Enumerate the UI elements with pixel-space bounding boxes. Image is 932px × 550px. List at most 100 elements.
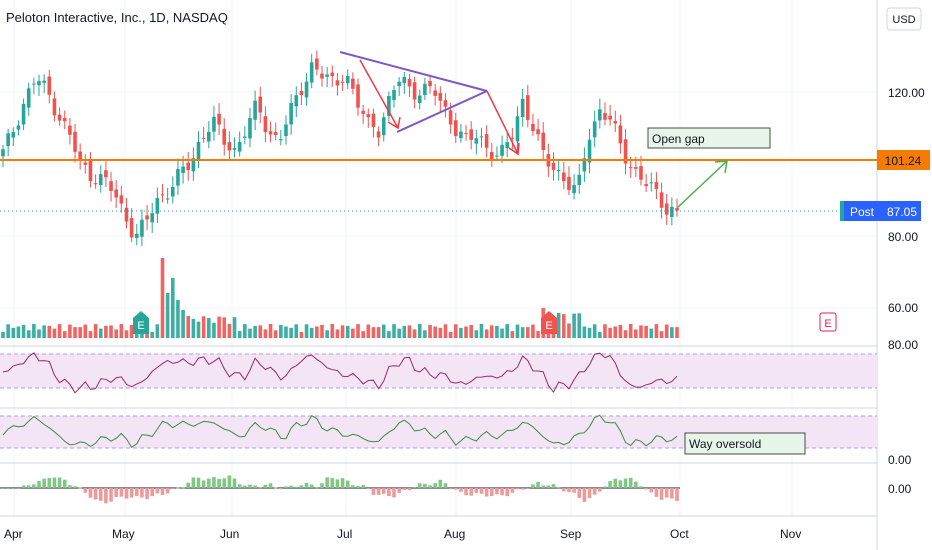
volume-bar [392,324,396,338]
macd-bar [361,485,365,488]
volume-bar [232,317,237,338]
level-price-label: 101.24 [877,150,930,170]
candle-body [47,76,52,95]
macd-bar [628,477,633,488]
candle-body [21,103,26,125]
candle-body [191,158,196,172]
volume-bar [402,325,407,338]
candle-body [248,118,252,139]
candle-body [402,76,407,84]
volume-bar [227,323,232,338]
candle-body [500,144,504,156]
earnings-marker-upcoming[interactable]: E [819,312,837,332]
volume-bar [577,313,582,338]
candle-body [577,174,582,186]
volume-bar [428,324,432,338]
macd-bar [608,481,612,488]
macd-bar [62,479,67,488]
candle-body [412,82,417,100]
macd-bar [381,488,386,494]
candle-body [479,136,484,138]
candle-body [366,114,371,118]
candle-body [628,167,633,169]
volume-bar [479,324,484,338]
macd-bar [258,487,263,489]
volume-bar [129,324,134,338]
macd-bar [186,482,191,488]
volume-bar [11,327,16,338]
volume-bar [381,324,386,338]
volume-bar [73,327,77,338]
candle-body [525,95,530,120]
macd-bar [397,488,401,493]
volume-bar [536,331,540,338]
candle-body [284,124,288,136]
candle-body [263,116,268,133]
time-tick-nov: Nov [780,527,801,541]
candle-body [325,74,329,77]
volume-bar [371,327,376,338]
macd-bar [562,488,566,492]
candle-body [104,170,108,178]
earnings-marker-may[interactable]: E [133,311,149,334]
candle-body [335,80,340,86]
candle-body [443,100,448,107]
volume-bar [670,327,674,338]
volume-bar [351,328,355,338]
candle-body [73,131,77,152]
volume-bar [217,316,221,338]
candle-body [464,133,468,135]
macd-bar [520,488,525,490]
candle-body [345,75,350,84]
candle-body [207,131,211,142]
volume-bar [644,325,648,338]
currency-button[interactable]: USD [886,7,922,31]
macd-bar [510,488,515,493]
candle-body [536,129,540,135]
volume-bar [273,330,278,338]
open-gap-note[interactable]: Open gap [647,127,771,149]
earnings-marker-aug[interactable]: E [541,311,557,334]
time-tick-jun: Jun [220,527,239,541]
volume-bar [160,258,165,338]
volume-bar [222,317,227,338]
way-oversold-note[interactable]: Way oversold [684,432,806,455]
macd-bar [495,488,499,495]
volume-bar [1,332,5,338]
candle-body [459,131,463,139]
macd-bar [489,488,494,496]
candle-body [392,90,396,100]
triangle-pattern[interactable] [339,51,488,133]
candle-body [670,206,674,217]
volume-bar [598,331,602,338]
up-arrow[interactable] [676,160,728,209]
svg-text:USD: USD [892,14,915,26]
volume-bar [412,329,417,338]
time-tick-jul: Jul [337,527,352,541]
volume-bar [114,329,118,338]
macd-bar [52,477,57,488]
volume-bar [484,329,489,338]
candle-body [52,98,57,116]
macd-bar [268,483,273,488]
macd-bar [356,486,360,488]
volume-bar [299,331,304,338]
macd-bar [654,488,659,497]
candle-body [644,184,648,187]
candlesticks[interactable] [1,50,679,247]
macd-bar [433,483,437,488]
candle-body [155,197,160,214]
candle-body [109,181,113,191]
volume-bar [500,328,504,338]
candle-body [165,198,170,200]
down-arrows[interactable] [359,59,520,156]
volume-bars [1,258,679,338]
candle-body [510,137,515,139]
volume-bar [181,310,185,338]
candle-body [587,139,592,163]
candle-body [567,176,571,190]
macd-bar [279,488,283,490]
candle-body [613,121,618,124]
macd-bar [340,478,345,488]
